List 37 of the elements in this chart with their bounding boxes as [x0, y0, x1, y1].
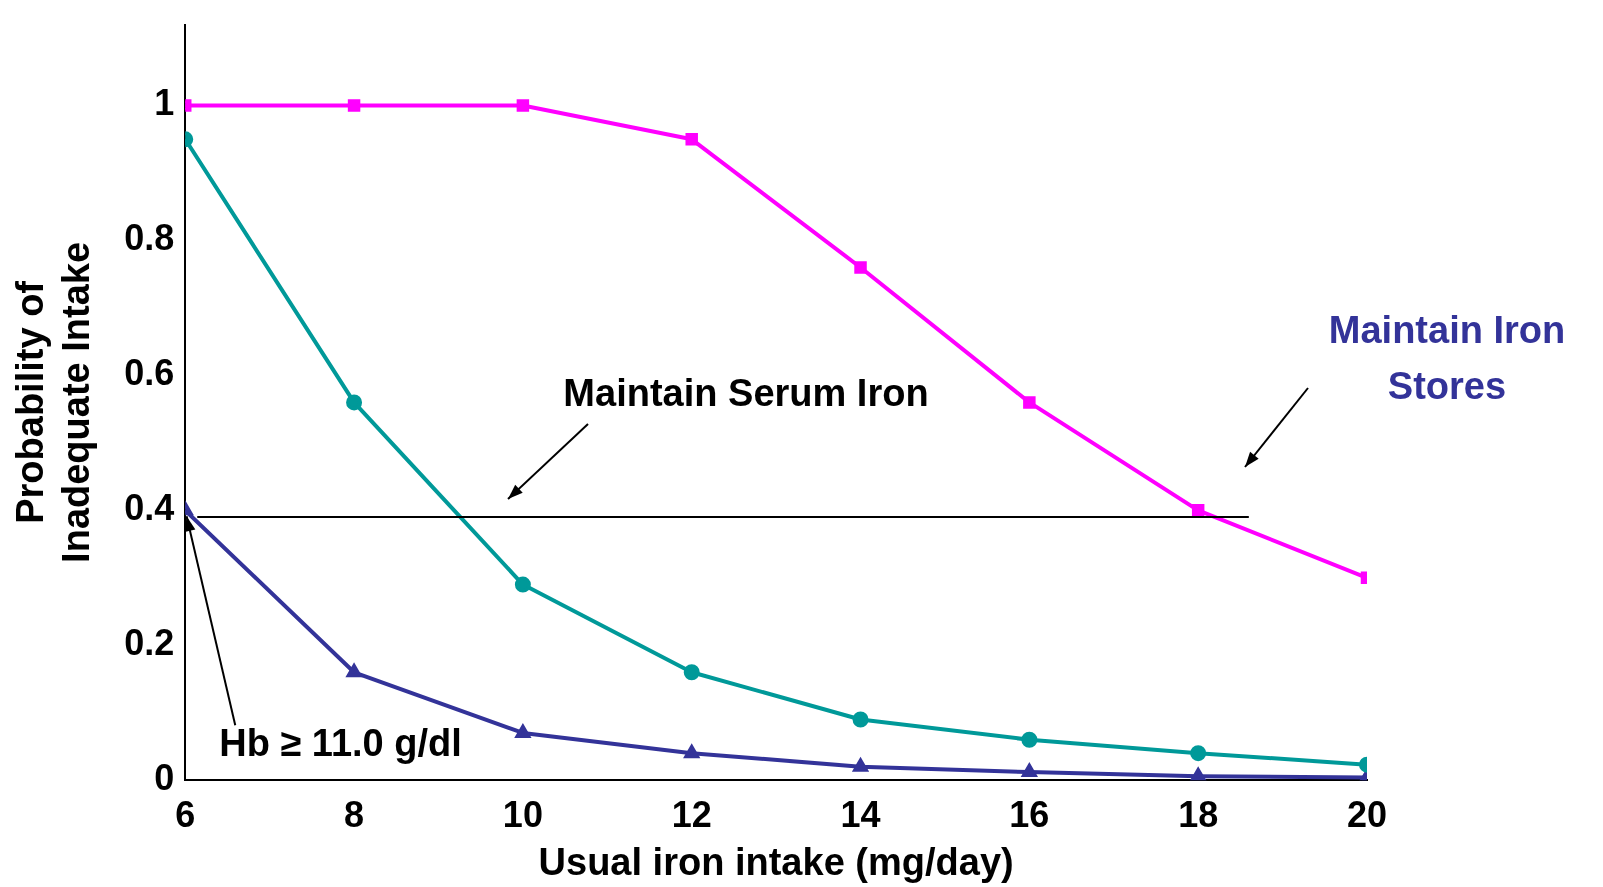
annotation: Maintain Serum Iron	[563, 372, 929, 415]
point	[514, 576, 531, 593]
point	[346, 394, 363, 411]
x-tick-label: 18	[1178, 793, 1219, 835]
point	[1021, 731, 1038, 748]
point	[685, 133, 698, 146]
point	[1190, 745, 1207, 762]
point	[346, 664, 362, 678]
point	[347, 99, 361, 112]
point	[852, 756, 869, 772]
x-tick-label: 16	[1009, 793, 1050, 835]
point	[854, 261, 867, 274]
point	[515, 724, 531, 738]
x-tick-label: 8	[344, 793, 365, 835]
y-tick-label: 1	[154, 82, 175, 124]
point	[683, 664, 700, 681]
y-tick-label: 0.2	[124, 622, 175, 664]
annotation: Hb ≥ 11.0 g/dl	[219, 721, 462, 764]
point	[684, 745, 699, 759]
point	[1022, 764, 1037, 778]
point	[1190, 768, 1206, 781]
x-tick-label: 10	[502, 793, 543, 835]
y-axis-title: Probability of Inadequate Intake	[9, 241, 97, 563]
y-tick-label: 0.6	[124, 352, 175, 394]
annotation: Maintain Iron Stores	[1328, 309, 1566, 408]
point	[1191, 504, 1205, 517]
x-tick-label: 6	[175, 793, 196, 835]
y-tick-label: 0	[154, 757, 175, 799]
y-tick-label: 0.8	[124, 217, 175, 259]
point	[1023, 396, 1036, 409]
x-tick-label: 14	[840, 793, 881, 835]
point	[852, 711, 869, 728]
x-tick-label: 12	[671, 793, 712, 835]
point	[516, 99, 530, 112]
x-tick-label: 20	[1346, 793, 1388, 835]
y-tick-label: 0.4	[124, 487, 175, 529]
x-axis-title: Usual iron intake (mg/day)	[538, 840, 1014, 883]
